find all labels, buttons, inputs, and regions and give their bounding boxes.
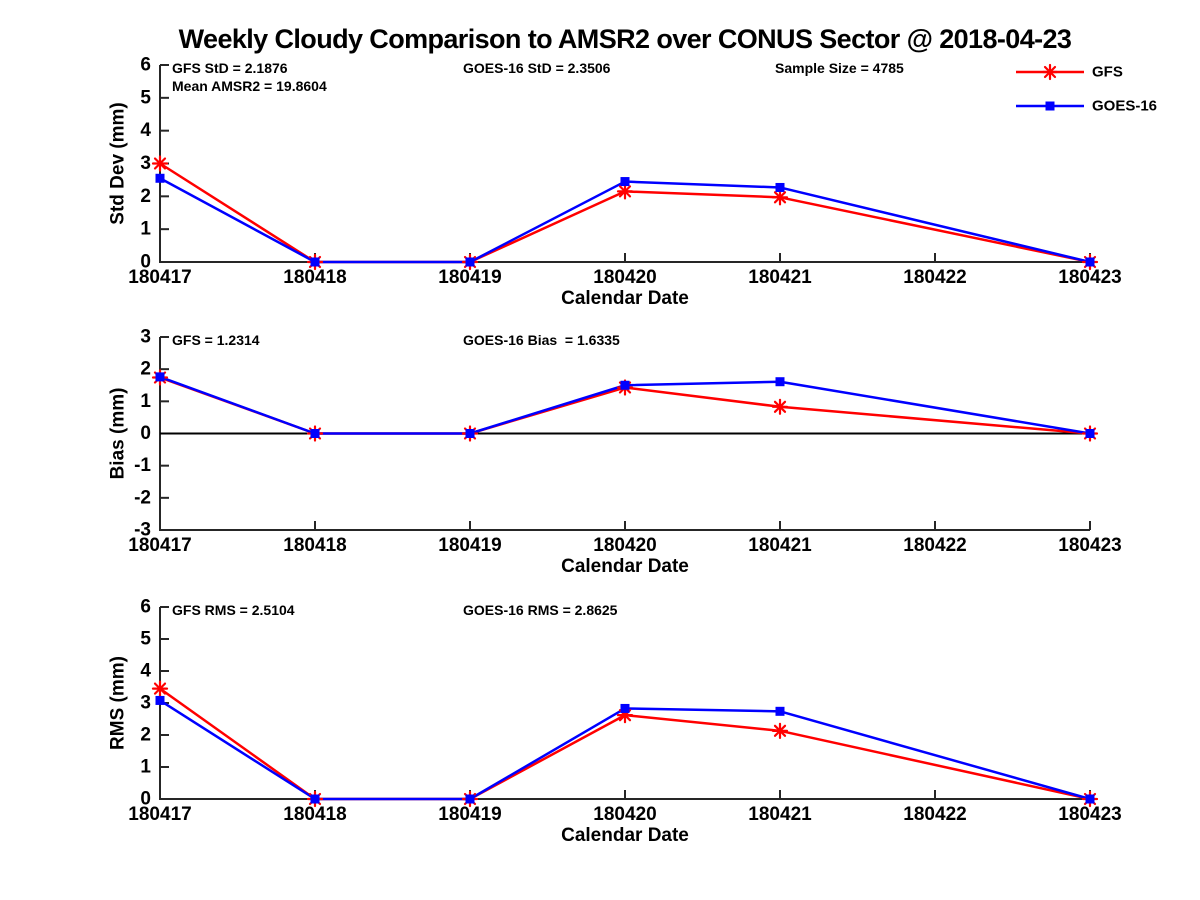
square-marker-goes-16 [155,173,165,183]
x-axis-label: Calendar Date [561,288,689,309]
asterisk-icon [1041,63,1059,81]
line-goes-16 [159,375,1091,435]
x-tick-label: 180423 [1058,535,1121,556]
square-marker-goes-16 [310,794,320,804]
y-tick-label: 4 [140,120,151,141]
legend-item-gfs: GFS [1016,64,1123,81]
square-marker-goes-16 [1085,794,1095,804]
asterisk-marker-gfs [771,398,789,415]
y-tick-label: 1 [140,391,151,412]
x-tick-label: 180423 [1058,267,1121,288]
y-tick-label: -1 [134,455,151,476]
annotation: GOES-16 RMS = 2.8625 [463,602,618,618]
asterisk-marker-gfs [151,680,169,697]
y-tick-label: 5 [140,87,151,108]
x-tick-label: 180417 [128,267,191,288]
y-tick-label: 3 [140,153,151,174]
y-tick-label: 0 [140,423,151,444]
x-tick-label: 180419 [438,804,501,825]
x-tick-label: 180422 [903,267,966,288]
square-marker-goes-16 [465,429,475,438]
y-tick-label: 6 [140,55,151,76]
x-tick-label: 180420 [593,804,656,825]
square-marker-goes-16 [465,257,475,267]
annotation: GFS StD = 2.1876 [172,60,288,76]
square-marker-goes-16 [620,177,630,187]
x-tick-label: 180423 [1058,804,1121,825]
bias-axis [159,336,1091,531]
x-tick-label: 180419 [438,267,501,288]
std-dev-chart: 0 1 2 3 4 5 6 180417 180418 180419 180420 180421 180… [108,55,1122,309]
square-icon [1045,101,1055,111]
x-tick-label: 180422 [903,804,966,825]
y-tick-label: 2 [140,359,151,380]
x-tick-label: 180421 [748,535,812,556]
square-marker-goes-16 [620,703,630,713]
x-tick-label: 180420 [593,267,656,288]
legend-item-goes-16: GOES-16 [1016,98,1157,115]
figure-title: Weekly Cloudy Comparison to AMSR2 over C… [178,24,1072,54]
line-gfs [159,162,1091,264]
y-axis-label: RMS (mm) [108,656,129,750]
annotation: GFS RMS = 2.5104 [172,602,295,618]
annotation: Sample Size = 4785 [775,60,904,76]
x-tick-label: 180418 [283,267,346,288]
y-tick-label: 0 [140,789,151,810]
x-tick-label: 180418 [283,535,346,556]
asterisk-marker-gfs [616,183,634,200]
annotation: Mean AMSR2 = 19.8604 [172,78,327,94]
square-marker-goes-16 [310,429,320,438]
square-marker-goes-16 [1085,257,1095,267]
square-marker-goes-16 [620,380,630,390]
y-tick-label: -3 [134,520,151,541]
square-marker-goes-16 [310,257,320,267]
x-tick-label: 180421 [748,804,812,825]
y-tick-label: 2 [140,186,151,207]
line-goes-16 [159,699,1091,801]
square-marker-goes-16 [775,377,785,387]
asterisk-marker-gfs [771,189,789,206]
x-tick-label: 180421 [748,267,812,288]
square-marker-goes-16 [155,695,165,705]
square-marker-goes-16 [775,706,785,716]
y-tick-label: 2 [140,725,151,746]
asterisk-marker-gfs [771,722,789,739]
line-gfs [159,687,1091,801]
x-axis-label: Calendar Date [561,556,689,577]
rms-axis [159,606,1091,800]
annotation: GFS = 1.2314 [172,332,260,348]
bias-chart: -3 -2 -1 0 1 2 3 180417 180418 180419 180420 180421… [108,327,1122,577]
legend-label: GOES-16 [1092,98,1157,115]
square-marker-goes-16 [775,182,785,192]
x-tick-label: 180419 [438,535,501,556]
annotation: GOES-16 StD = 2.3506 [463,60,611,76]
y-tick-label: 6 [140,597,151,618]
legend: GFS GOES-16 [1016,64,1157,115]
y-tick-label: 0 [140,252,151,273]
y-tick-label: 1 [140,219,151,240]
legend-label: GFS [1092,64,1123,81]
square-marker-goes-16 [465,794,475,804]
x-tick-label: 180418 [283,804,346,825]
y-axis-label: Std Dev (mm) [108,102,129,224]
rms-chart: 0 1 2 3 4 5 6 180417 180418 180419 180420 180421 180… [108,597,1122,846]
y-tick-label: -2 [134,487,151,508]
x-tick-label: 180417 [128,535,191,556]
x-tick-label: 180422 [903,535,966,556]
square-marker-goes-16 [1085,429,1095,438]
x-tick-label: 180417 [128,804,191,825]
x-axis-label: Calendar Date [561,825,689,846]
y-tick-label: 5 [140,629,151,650]
y-tick-label: 1 [140,757,151,778]
y-tick-label: 4 [140,661,151,682]
y-tick-label: 3 [140,693,151,714]
y-tick-label: 3 [140,327,151,348]
line-goes-16 [159,177,1091,264]
y-axis-label: Bias (mm) [108,388,129,480]
square-marker-goes-16 [155,372,165,382]
x-tick-label: 180420 [593,535,656,556]
annotation: GOES-16 Bias = 1.6335 [463,332,620,348]
asterisk-marker-gfs [151,155,169,172]
